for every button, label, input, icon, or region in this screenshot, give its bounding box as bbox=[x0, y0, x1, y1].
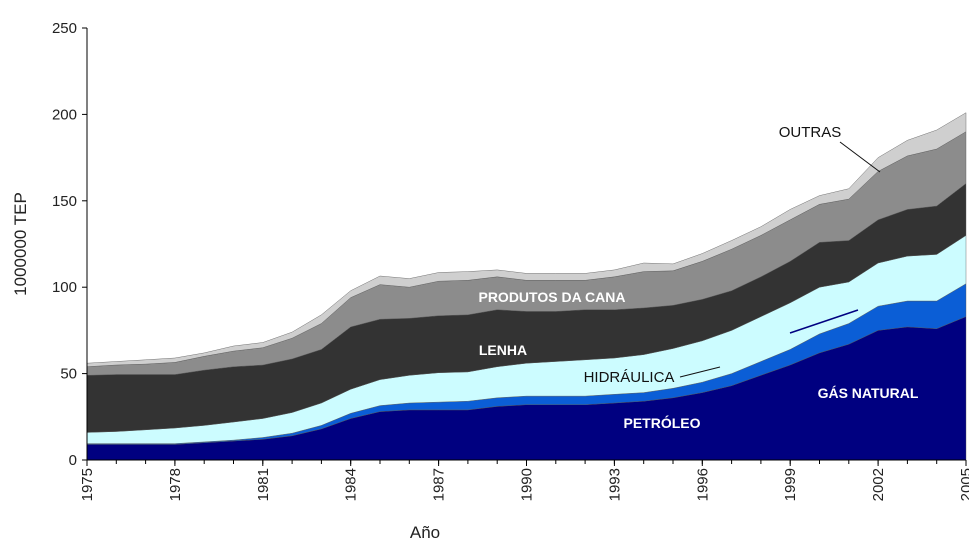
x-tick-label: 1987 bbox=[431, 468, 448, 501]
y-tick-label: 200 bbox=[52, 106, 77, 123]
callout-line bbox=[789, 309, 859, 334]
series-label: LENHA bbox=[479, 342, 527, 358]
x-tick-label: 1996 bbox=[694, 468, 711, 501]
x-tick-label: 1981 bbox=[255, 468, 272, 501]
y-tick-label: 100 bbox=[52, 279, 77, 296]
x-axis-label: Año bbox=[410, 523, 440, 542]
x-tick-label: 2005 bbox=[958, 468, 969, 501]
x-tick-label: 1975 bbox=[79, 468, 96, 501]
callout-line bbox=[679, 366, 721, 378]
x-tick-label: 1999 bbox=[782, 468, 799, 501]
x-tick-label: 1984 bbox=[343, 468, 360, 501]
series-label: PETRÓLEO bbox=[623, 414, 700, 431]
y-tick-label: 250 bbox=[52, 20, 77, 37]
y-tick-label: 150 bbox=[52, 193, 77, 210]
callout-line bbox=[839, 141, 881, 173]
series-label: PRODUTOS DA CANA bbox=[478, 289, 625, 305]
area bbox=[86, 112, 967, 367]
x-tick-label: 2002 bbox=[870, 468, 887, 501]
y-tick-label: 0 bbox=[69, 452, 77, 469]
series-label: GÁS NATURAL bbox=[818, 385, 919, 401]
series-label: HIDRÁULICA bbox=[584, 369, 675, 386]
y-axis-label: 1000000 TEP bbox=[11, 192, 30, 296]
x-tick-label: 1993 bbox=[606, 468, 623, 501]
series-label: OUTRAS bbox=[779, 124, 842, 141]
x-tick-label: 1978 bbox=[167, 468, 184, 501]
y-tick-label: 50 bbox=[60, 366, 77, 383]
x-tick-label: 1990 bbox=[519, 468, 536, 501]
